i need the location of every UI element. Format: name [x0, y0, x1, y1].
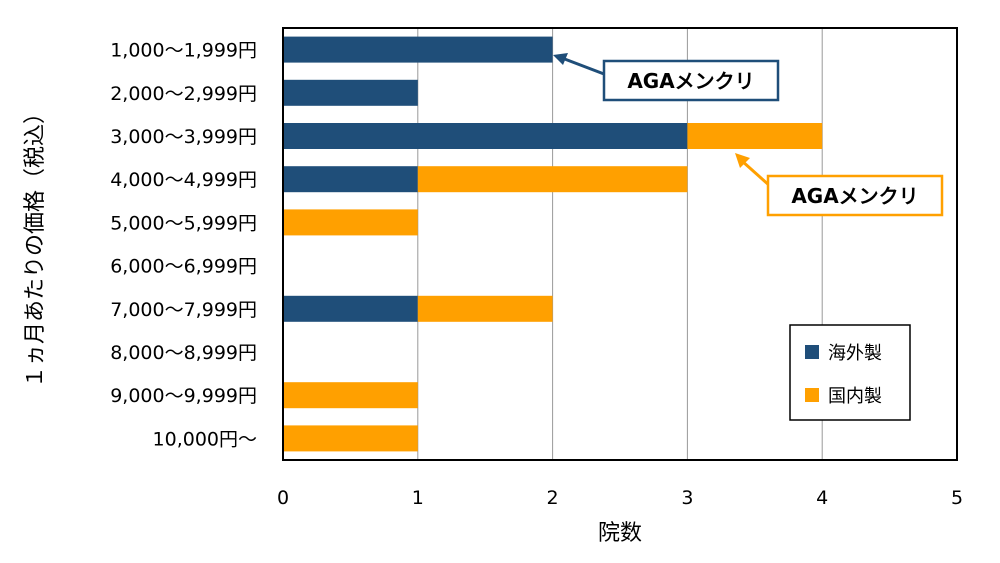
legend-label-domestic: 国内製	[828, 386, 882, 407]
annotation-arrow	[561, 56, 605, 76]
category-label: 4,000～4,999円	[110, 169, 257, 191]
x-tick-label: 2	[547, 487, 559, 509]
category-label: 7,000～7,999円	[110, 299, 257, 321]
category-label: 1,000～1,999円	[110, 40, 257, 62]
annotation-box	[602, 59, 780, 102]
annotation-text: AGAメンクリ	[791, 184, 918, 208]
x-tick-label: 4	[816, 487, 828, 509]
category-label: 10,000円～	[153, 428, 257, 450]
bar-overseas	[283, 79, 418, 106]
category-label: 3,000～3,999円	[110, 126, 257, 148]
legend-swatch-overseas	[805, 345, 819, 359]
bar-overseas	[283, 166, 418, 193]
category-label: 5,000～5,999円	[110, 212, 257, 234]
bar-overseas	[283, 123, 688, 149]
arrowhead-icon	[553, 53, 568, 65]
x-tick-label: 3	[681, 487, 693, 509]
y-axis-label: １ヵ月あたりの価格（税込）	[23, 102, 48, 388]
bar-domestic	[283, 209, 418, 236]
x-tick-label: 5	[951, 487, 963, 509]
plot-area-border	[282, 27, 958, 461]
legend-swatch-domestic	[805, 388, 819, 402]
annotation-arrow	[741, 159, 771, 188]
legend-label-overseas: 海外製	[828, 343, 882, 364]
annotation-text: AGAメンクリ	[627, 69, 754, 93]
x-tick-label: 0	[277, 487, 289, 509]
category-label: 8,000～8,999円	[110, 342, 257, 364]
bar-domestic	[417, 295, 553, 322]
bar-overseas	[283, 295, 418, 322]
category-label: 6,000～6,999円	[110, 256, 257, 278]
category-label: 2,000～2,999円	[110, 83, 257, 105]
x-axis-label: 院数	[598, 521, 642, 546]
x-tick-label: 1	[412, 487, 424, 509]
bar-domestic	[687, 123, 823, 149]
annotation-domestic: AGAメンクリ	[735, 153, 944, 217]
category-label: 9,000～9,999円	[110, 385, 257, 407]
bar-domestic	[283, 425, 418, 452]
bar-overseas	[283, 36, 553, 63]
bar-domestic	[417, 166, 688, 193]
annotation-overseas: AGAメンクリ	[553, 53, 780, 102]
legend: 海外製 国内製	[789, 324, 911, 421]
annotation-box	[766, 174, 944, 217]
bar-domestic	[283, 382, 418, 409]
arrowhead-icon	[735, 153, 750, 168]
